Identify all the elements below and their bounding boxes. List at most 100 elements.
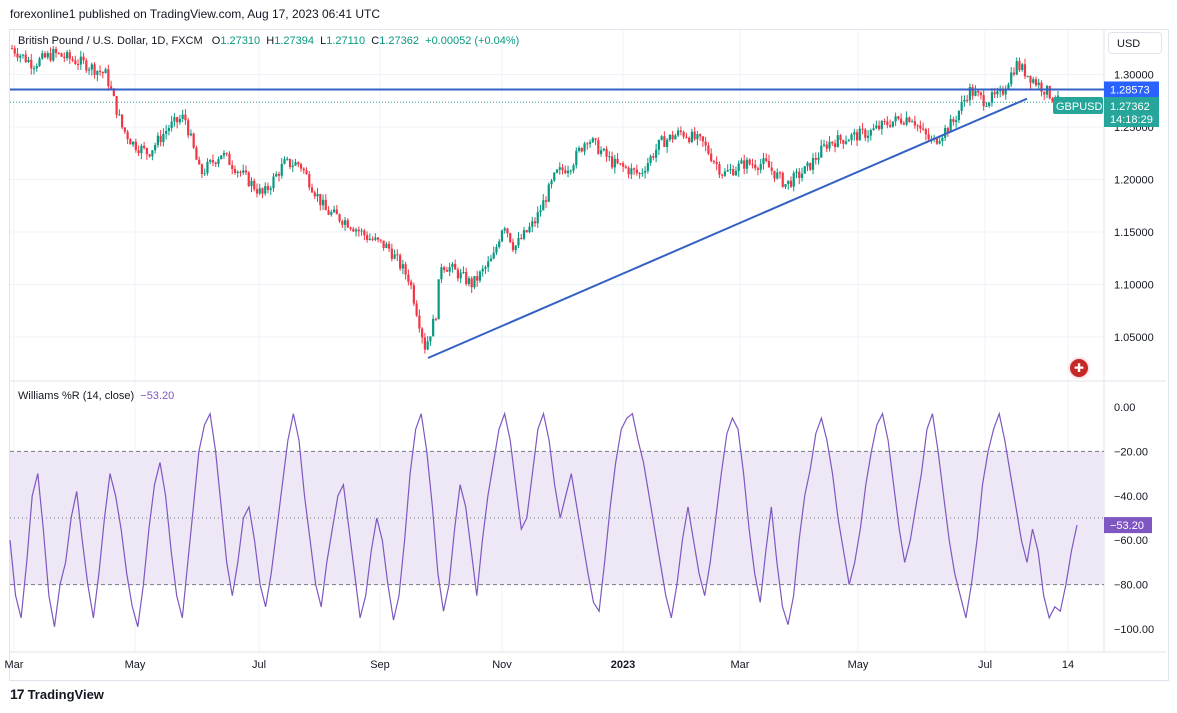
- high-label: H: [266, 35, 275, 47]
- candle-body: [170, 121, 173, 129]
- candle-body: [178, 118, 182, 123]
- candle-body: [343, 220, 347, 225]
- candle-body: [198, 159, 201, 165]
- candle-body: [682, 131, 685, 137]
- candle-body: [396, 254, 399, 256]
- wr-tick-label: −40.00: [1114, 491, 1148, 503]
- candle-body: [737, 163, 740, 171]
- candle-body: [875, 125, 878, 129]
- candle-body: [955, 120, 958, 123]
- candle-body: [181, 114, 184, 119]
- low-value: 1.27110: [326, 35, 366, 47]
- candle-body: [217, 159, 220, 165]
- candle-body: [432, 318, 435, 337]
- candle-body: [668, 134, 671, 140]
- candle-body: [352, 228, 355, 232]
- candle-body: [872, 128, 875, 131]
- candle-body: [588, 142, 592, 144]
- candle-body: [784, 184, 787, 187]
- candle-body: [594, 138, 597, 140]
- candle-body: [112, 89, 115, 97]
- candle-body: [561, 167, 564, 171]
- candle-body: [299, 164, 303, 169]
- candle-body: [743, 160, 746, 169]
- candle-body: [663, 136, 666, 147]
- candle-body: [412, 285, 415, 304]
- candle-body: [346, 220, 349, 228]
- candle-body: [368, 238, 371, 240]
- candle-body: [729, 169, 732, 171]
- candle-body: [759, 164, 762, 170]
- candle-body: [313, 192, 316, 197]
- candle-body: [506, 228, 509, 234]
- candle-body: [288, 158, 292, 167]
- candle-body: [710, 153, 713, 162]
- candle-body: [982, 95, 985, 107]
- candle-body: [528, 226, 531, 233]
- candle-body: [924, 129, 927, 135]
- candle-body: [960, 101, 963, 111]
- candle-body: [787, 180, 790, 185]
- currency-button[interactable]: USD: [1108, 32, 1162, 54]
- uk-flag-icon[interactable]: ✚: [1068, 357, 1090, 379]
- candle-body: [883, 121, 886, 123]
- candle-body: [38, 58, 41, 66]
- candle-body: [605, 148, 608, 157]
- candle-body: [853, 132, 856, 135]
- candle-body: [407, 274, 410, 282]
- candle-body: [184, 114, 187, 121]
- candle-body: [476, 276, 479, 281]
- candle-body: [82, 56, 85, 61]
- candle-body: [886, 121, 889, 126]
- candle-body: [500, 230, 504, 242]
- candle-body: [176, 117, 179, 123]
- price-tick-label: 1.15000: [1114, 227, 1154, 239]
- candle-body: [247, 172, 250, 187]
- candle-body: [583, 143, 586, 152]
- candle-body: [580, 147, 583, 152]
- candle-body: [280, 163, 283, 176]
- candle-body: [999, 90, 1002, 92]
- candle-body: [269, 188, 272, 190]
- candle-body: [222, 152, 226, 156]
- candle-body: [371, 238, 374, 240]
- candle-body: [140, 145, 143, 154]
- candle-body: [511, 242, 515, 251]
- candle-body: [115, 96, 118, 115]
- candle-body: [357, 229, 360, 232]
- candle-body: [941, 137, 944, 142]
- candle-body: [74, 60, 77, 65]
- candle-body: [200, 164, 204, 174]
- candle-body: [244, 170, 248, 173]
- candle-body: [655, 149, 658, 158]
- candle-body: [445, 269, 449, 272]
- candle-body: [809, 162, 812, 170]
- candle-body: [525, 230, 528, 233]
- candle-body: [107, 69, 110, 87]
- candle-body: [842, 140, 845, 144]
- indicator-name[interactable]: Williams %R (14, close): [18, 390, 135, 402]
- symbol-title[interactable]: British Pound / U.S. Dollar, 1D, FXCM: [18, 35, 203, 47]
- candle-body: [616, 158, 619, 164]
- candle-body: [71, 58, 74, 61]
- candle-body: [677, 130, 680, 136]
- candle-body: [349, 227, 352, 229]
- candle-body: [440, 267, 443, 280]
- hline-price-tag: [1104, 81, 1159, 98]
- change-value: +0.00052 (+0.04%): [425, 35, 520, 47]
- low-label: L: [320, 35, 327, 47]
- candle-body: [1029, 75, 1032, 83]
- candle-body: [795, 171, 798, 173]
- candle-body: [572, 165, 575, 171]
- candle-body: [814, 157, 817, 160]
- candle-body: [754, 164, 757, 169]
- candle-body: [365, 235, 369, 240]
- time-tick-label: 14: [1062, 659, 1074, 671]
- candle-body: [264, 186, 267, 194]
- candle-body: [137, 150, 140, 154]
- candle-body: [765, 158, 768, 161]
- candle-body: [699, 134, 702, 137]
- high-value: 1.27394: [274, 35, 314, 47]
- candle-body: [310, 187, 314, 193]
